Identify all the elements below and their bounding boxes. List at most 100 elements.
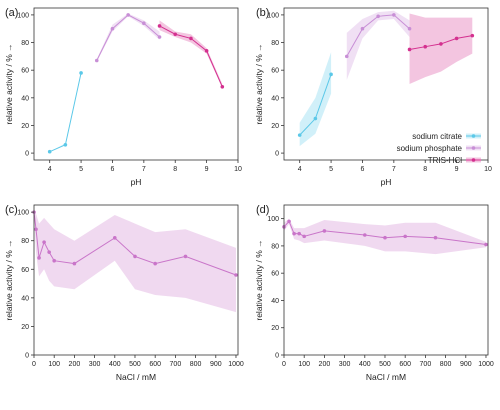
series-line-1 (33, 212, 237, 276)
data-point (423, 44, 428, 49)
data-point (173, 32, 178, 37)
y-tick-label: 80 (271, 243, 279, 250)
legend-swatch-marker (471, 134, 476, 138)
y-tick-label: 0 (25, 151, 29, 158)
panel-label: (c) (5, 204, 18, 216)
x-tick-label: 10 (484, 166, 492, 173)
plot-frame (33, 7, 239, 161)
y-tick-label: 80 (21, 238, 29, 245)
y-tick-label: 60 (21, 267, 29, 274)
data-point (47, 149, 52, 154)
plot-frame (283, 7, 489, 161)
x-tick-label: 4 (48, 166, 52, 173)
y-tick-label: 100 (17, 210, 29, 217)
x-tick-label: 0 (32, 361, 36, 368)
plot-frame (283, 204, 489, 356)
data-point (383, 235, 387, 240)
legend-swatch-marker (471, 146, 476, 150)
x-tick-label: 7 (392, 166, 396, 173)
y-tick-label: 100 (267, 216, 279, 223)
y-tick-label: 20 (21, 123, 29, 130)
data-point (47, 250, 51, 254)
x-tick-label: 500 (129, 361, 141, 368)
chart-panel-4: 0 100 200 300 400 500 600 700 800 900 1000 0 20 40 60 8… (254, 204, 494, 382)
data-point (112, 236, 117, 240)
y-tick-label: 20 (21, 324, 29, 331)
data-point (42, 240, 46, 244)
data-point (204, 49, 209, 53)
y-tick-label: 0 (25, 353, 29, 360)
data-point (153, 261, 157, 266)
x-tick-label: 300 (339, 361, 351, 368)
data-point (329, 72, 333, 77)
error-band-1 (34, 212, 236, 313)
x-tick-label: 100 (298, 361, 310, 368)
x-axis-label: pH (381, 177, 392, 187)
x-tick-label: 400 (359, 361, 371, 368)
data-point (157, 35, 162, 39)
data-point (52, 258, 56, 263)
x-tick-label: 800 (440, 361, 452, 368)
x-axis-label: NaCl / mM (366, 372, 406, 382)
error-band-2 (346, 10, 410, 80)
y-tick-label: 40 (21, 295, 29, 302)
data-point (407, 47, 412, 52)
data-point (344, 54, 349, 59)
data-point (470, 33, 475, 38)
x-tick-label: 5 (329, 166, 333, 173)
series-line-2 (96, 14, 160, 61)
x-tick-label: 700 (420, 361, 432, 368)
panel-label: (b) (256, 7, 269, 19)
data-point (297, 133, 302, 137)
y-axis-label: relative activity / % → (4, 239, 14, 320)
x-tick-label: 1000 (478, 361, 494, 368)
y-tick-label: 0 (275, 151, 279, 158)
x-tick-label: 1000 (228, 361, 244, 368)
data-point (34, 227, 38, 232)
y-tick-label: 100 (267, 12, 279, 19)
error-band-1 (49, 71, 82, 152)
y-axis-label: relative activity / % → (4, 43, 14, 124)
legend-label: sodium phosphate (397, 144, 463, 153)
x-tick-label: 900 (460, 361, 472, 368)
data-point (133, 254, 137, 259)
data-point (302, 234, 306, 239)
data-point (392, 13, 396, 17)
data-point (454, 36, 459, 41)
y-tick-label: 80 (271, 40, 279, 47)
x-tick-label: 6 (361, 166, 365, 173)
legend-label: sodium citrate (412, 132, 462, 141)
data-point (433, 235, 438, 240)
data-point (110, 26, 115, 31)
data-point (292, 231, 296, 236)
x-axis-label: NaCl / mM (116, 372, 156, 382)
data-point (484, 242, 488, 247)
data-point (297, 231, 301, 236)
y-tick-label: 40 (21, 95, 29, 102)
data-point (362, 233, 367, 237)
data-point (72, 261, 77, 266)
x-tick-label: 200 (69, 361, 81, 368)
panel-label: (d) (256, 204, 269, 216)
x-tick-label: 900 (210, 361, 222, 368)
y-tick-label: 100 (17, 12, 29, 19)
x-tick-label: 0 (282, 361, 286, 368)
x-tick-label: 9 (455, 166, 459, 173)
data-point (234, 273, 238, 277)
data-point (287, 219, 291, 224)
data-point (142, 21, 146, 26)
data-point (94, 58, 99, 63)
data-point (183, 254, 188, 259)
error-band-3 (409, 13, 473, 84)
data-point (79, 71, 83, 75)
y-tick-label: 40 (271, 95, 279, 102)
chart-panel-3: 0 100 200 300 400 500 600 700 800 900 1000 0 20 40 60 8… (4, 204, 244, 382)
x-tick-label: 200 (319, 361, 331, 368)
legend: sodium citrate sodium phosphate TRIS-HCl (397, 132, 481, 165)
panel-label: (a) (5, 7, 18, 19)
data-point (37, 256, 41, 260)
plot-frame (33, 204, 239, 356)
